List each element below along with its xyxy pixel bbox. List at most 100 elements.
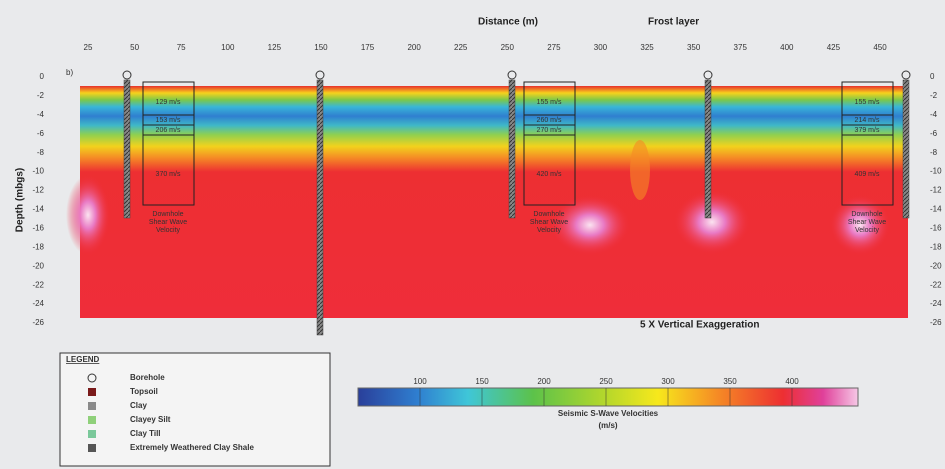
y-tick-label: -10 (930, 167, 942, 176)
legend-item: Clay (130, 401, 147, 410)
y-tick-label: -22 (32, 280, 44, 289)
borehole (508, 79, 516, 219)
y-tick-label: 0 (930, 72, 935, 81)
legend-item: Topsoil (130, 387, 158, 396)
x-tick-label: 425 (827, 43, 841, 52)
caption-line: Velocity (156, 227, 181, 234)
borehole-head (507, 70, 517, 80)
y-tick-label: -2 (930, 91, 938, 100)
y-tick-label: -24 (32, 299, 44, 308)
exaggeration-note: 5 X Vertical Exaggeration (640, 320, 760, 331)
velocity-label: 214 m/s (855, 117, 880, 124)
colorbar-unit: (m/s) (598, 421, 617, 430)
velocity-label: 206 m/s (156, 127, 181, 134)
caption-line: Velocity (537, 227, 562, 234)
colorbar-tick-label: 150 (475, 377, 489, 386)
frost-label: Frost layer (648, 17, 699, 28)
legend-box (59, 352, 331, 467)
section-fill (80, 86, 908, 318)
caption-line: Shear Wave (149, 219, 187, 226)
y-tick-label: -6 (37, 129, 45, 138)
y-tick-label: -16 (32, 223, 44, 232)
y-tick-label: -4 (37, 110, 45, 119)
anomaly (674, 190, 750, 254)
colorbar-tick-label: 250 (599, 377, 613, 386)
borehole (316, 79, 324, 336)
y-axis-title: Depth (mbgs) (15, 168, 26, 232)
borehole-head (122, 70, 132, 80)
colorbar-tick-label: 300 (661, 377, 675, 386)
colorbar-tick-label: 400 (785, 377, 799, 386)
legend-swatch (88, 402, 96, 410)
legend-swatch (88, 416, 96, 424)
velocity-label: 409 m/s (855, 171, 880, 178)
velocity-label: 379 m/s (855, 127, 880, 134)
borehole (123, 79, 131, 219)
borehole-head (901, 70, 911, 80)
caption-line: Downhole (152, 211, 183, 218)
caption-line: Shear Wave (530, 219, 568, 226)
x-tick-label: 375 (734, 43, 748, 52)
y-tick-label: -10 (32, 167, 44, 176)
velocity-label: 129 m/s (156, 99, 181, 106)
y-tick-label: 0 (40, 72, 45, 81)
x-tick-label: 450 (873, 43, 887, 52)
y-tick-label: -4 (930, 110, 938, 119)
x-tick-label: 300 (594, 43, 608, 52)
x-tick-label: 275 (547, 43, 561, 52)
colorbar-tick-label: 200 (537, 377, 551, 386)
anomaly (550, 195, 630, 255)
x-tick-label: 75 (177, 43, 186, 52)
velocity-label: 370 m/s (156, 171, 181, 178)
y-tick-label: -14 (930, 205, 942, 214)
legend-swatch (88, 430, 96, 438)
anomaly (66, 175, 110, 255)
x-tick-label: 200 (407, 43, 421, 52)
x-tick-label: 100 (221, 43, 235, 52)
velocity-box (841, 81, 894, 206)
colorbar (357, 387, 859, 407)
y-tick-label: -2 (37, 91, 45, 100)
legend-swatch (88, 388, 96, 396)
x-tick-label: 225 (454, 43, 468, 52)
y-tick-label: -12 (930, 186, 942, 195)
x-tick-label: 50 (130, 43, 139, 52)
borehole-caption: Downhole Shear Wave Velocity (530, 211, 568, 234)
anomaly (630, 140, 650, 200)
legend-title: LEGEND (66, 355, 100, 364)
velocity-label: 420 m/s (537, 171, 562, 178)
borehole-head (703, 70, 713, 80)
y-tick-label: -26 (32, 318, 44, 327)
y-tick-label: -24 (930, 299, 942, 308)
x-tick-label: 175 (361, 43, 375, 52)
legend-item: Borehole (130, 373, 165, 382)
anomaly (830, 195, 890, 255)
y-tick-label: -14 (32, 205, 44, 214)
velocity-label: 155 m/s (537, 99, 562, 106)
colorbar-title: Seismic S-Wave Velocities (558, 409, 659, 418)
x-tick-label: 150 (314, 43, 328, 52)
x-tick-label: 250 (501, 43, 515, 52)
y-tick-label: -20 (930, 261, 942, 270)
velocity-label: 153 m/s (156, 117, 181, 124)
x-tick-label: 400 (780, 43, 794, 52)
y-tick-label: -22 (930, 280, 942, 289)
velocity-box (523, 81, 576, 206)
legend-item: Clayey Silt (130, 415, 171, 424)
velocity-section (66, 86, 908, 318)
y-tick-label: -18 (32, 242, 44, 251)
colorbar-tick-label: 100 (413, 377, 427, 386)
x-tick-label: 25 (84, 43, 93, 52)
caption-line: Velocity (855, 227, 880, 234)
caption-line: Downhole (851, 211, 882, 218)
legend: LEGEND Borehole Topsoil Clay Clayey Silt Clay… (59, 352, 331, 467)
velocity-label: 260 m/s (537, 117, 562, 124)
legend-item: Clay Till (130, 429, 161, 438)
y-tick-label: -6 (930, 129, 938, 138)
caption-line: Shear Wave (848, 219, 886, 226)
y-tick-label: -8 (930, 148, 938, 157)
borehole-caption: Downhole Shear Wave Velocity (149, 211, 187, 234)
borehole-head (315, 70, 325, 80)
colorbar-tick-label: 350 (723, 377, 737, 386)
